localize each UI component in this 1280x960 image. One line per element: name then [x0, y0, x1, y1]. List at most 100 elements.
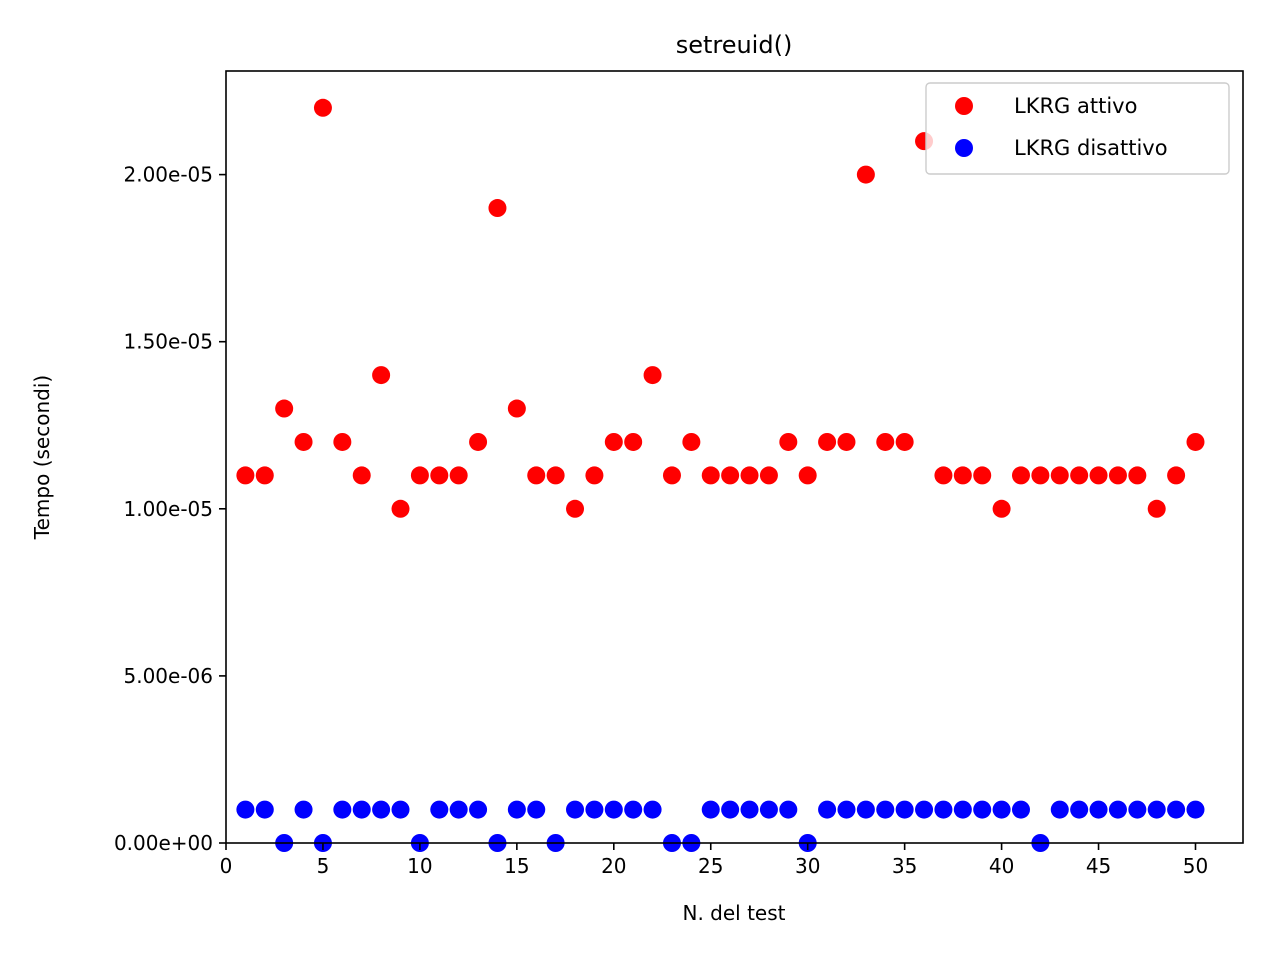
- point-lkrg-attivo: [488, 199, 507, 218]
- x-tick-label: 50: [1183, 854, 1208, 878]
- point-lkrg-disattivo: [236, 800, 255, 819]
- point-lkrg-disattivo: [701, 800, 720, 819]
- x-axis: 0 5 10 15 20 25 30 35 40 45 50: [220, 843, 1208, 878]
- point-lkrg-disattivo: [527, 800, 546, 819]
- point-lkrg-attivo: [294, 432, 313, 451]
- point-lkrg-disattivo: [740, 800, 759, 819]
- series-lkrg-attivo: [236, 98, 1205, 518]
- point-lkrg-disattivo: [624, 800, 643, 819]
- legend: LKRG attivo LKRG disattivo: [925, 82, 1230, 175]
- point-lkrg-disattivo: [1186, 800, 1205, 819]
- point-lkrg-attivo: [856, 165, 875, 184]
- point-lkrg-disattivo: [837, 800, 856, 819]
- point-lkrg-disattivo: [585, 800, 604, 819]
- x-tick-label: 15: [504, 854, 529, 878]
- point-lkrg-attivo: [469, 432, 488, 451]
- point-lkrg-disattivo: [992, 800, 1011, 819]
- y-axis: 0.00e+00 5.00e-06 1.00e-05 1.50e-05 2.00e-05: [114, 163, 226, 855]
- point-lkrg-attivo: [1070, 466, 1089, 485]
- legend-label-lkrg-attivo: LKRG attivo: [1014, 94, 1137, 118]
- point-lkrg-attivo: [372, 366, 391, 385]
- point-lkrg-disattivo: [391, 800, 410, 819]
- point-lkrg-attivo: [740, 466, 759, 485]
- point-lkrg-attivo: [1089, 466, 1108, 485]
- point-lkrg-attivo: [566, 499, 585, 518]
- x-tick-label: 0: [220, 854, 233, 878]
- point-lkrg-disattivo: [372, 800, 391, 819]
- point-lkrg-attivo: [507, 399, 526, 418]
- plot-frame: [225, 70, 1244, 844]
- legend-marker-lkrg-disattivo: [955, 139, 973, 157]
- point-lkrg-disattivo: [294, 800, 313, 819]
- chart-title: setreuid(): [676, 31, 793, 59]
- point-lkrg-attivo: [662, 466, 681, 485]
- point-lkrg-attivo: [1147, 499, 1166, 518]
- point-lkrg-attivo: [1128, 466, 1147, 485]
- point-lkrg-attivo: [391, 499, 410, 518]
- point-lkrg-attivo: [624, 432, 643, 451]
- point-lkrg-attivo: [236, 466, 255, 485]
- point-lkrg-disattivo: [430, 800, 449, 819]
- point-lkrg-disattivo: [1128, 800, 1147, 819]
- point-lkrg-attivo: [953, 466, 972, 485]
- x-tick-label: 20: [601, 854, 626, 878]
- x-tick-label: 30: [795, 854, 820, 878]
- point-lkrg-disattivo: [1050, 800, 1069, 819]
- point-lkrg-attivo: [721, 466, 740, 485]
- point-lkrg-attivo: [333, 432, 352, 451]
- point-lkrg-disattivo: [953, 800, 972, 819]
- point-lkrg-disattivo: [915, 800, 934, 819]
- y-tick-label: 5.00e-06: [123, 664, 213, 688]
- x-tick-label: 35: [892, 854, 917, 878]
- point-lkrg-attivo: [1050, 466, 1069, 485]
- point-lkrg-disattivo: [643, 800, 662, 819]
- y-tick-label: 1.00e-05: [123, 497, 213, 521]
- point-lkrg-disattivo: [1011, 800, 1030, 819]
- point-lkrg-attivo: [1108, 466, 1127, 485]
- x-tick-label: 45: [1086, 854, 1111, 878]
- point-lkrg-disattivo: [1089, 800, 1108, 819]
- legend-label-lkrg-disattivo: LKRG disattivo: [1014, 136, 1168, 160]
- point-lkrg-disattivo: [818, 800, 837, 819]
- point-lkrg-attivo: [973, 466, 992, 485]
- point-lkrg-attivo: [1186, 432, 1205, 451]
- point-lkrg-disattivo: [255, 800, 274, 819]
- point-lkrg-disattivo: [449, 800, 468, 819]
- point-lkrg-attivo: [1031, 466, 1050, 485]
- point-lkrg-attivo: [895, 432, 914, 451]
- point-lkrg-attivo: [604, 432, 623, 451]
- point-lkrg-attivo: [255, 466, 274, 485]
- point-lkrg-attivo: [798, 466, 817, 485]
- point-lkrg-attivo: [352, 466, 371, 485]
- point-lkrg-disattivo: [507, 800, 526, 819]
- point-lkrg-disattivo: [721, 800, 740, 819]
- point-lkrg-disattivo: [934, 800, 953, 819]
- point-lkrg-disattivo: [856, 800, 875, 819]
- legend-frame: [925, 82, 1230, 175]
- point-lkrg-disattivo: [566, 800, 585, 819]
- point-lkrg-disattivo: [1167, 800, 1186, 819]
- point-lkrg-attivo: [837, 432, 856, 451]
- point-lkrg-attivo: [1167, 466, 1186, 485]
- point-lkrg-disattivo: [1070, 800, 1089, 819]
- point-lkrg-attivo: [934, 466, 953, 485]
- point-lkrg-attivo: [275, 399, 294, 418]
- point-lkrg-disattivo: [333, 800, 352, 819]
- x-tick-label: 10: [407, 854, 432, 878]
- x-axis-title: N. del test: [683, 901, 786, 925]
- point-lkrg-disattivo: [1108, 800, 1127, 819]
- y-tick-label: 1.50e-05: [123, 330, 213, 354]
- y-tick-label: 0.00e+00: [114, 831, 213, 855]
- point-lkrg-attivo: [449, 466, 468, 485]
- point-lkrg-attivo: [818, 432, 837, 451]
- point-lkrg-attivo: [585, 466, 604, 485]
- point-lkrg-attivo: [527, 466, 546, 485]
- point-lkrg-attivo: [643, 366, 662, 385]
- point-lkrg-attivo: [759, 466, 778, 485]
- point-lkrg-attivo: [701, 466, 720, 485]
- point-lkrg-attivo: [410, 466, 429, 485]
- y-tick-label: 2.00e-05: [123, 163, 213, 187]
- y-axis-title: Tempo (secondi): [30, 375, 54, 540]
- point-lkrg-attivo: [992, 499, 1011, 518]
